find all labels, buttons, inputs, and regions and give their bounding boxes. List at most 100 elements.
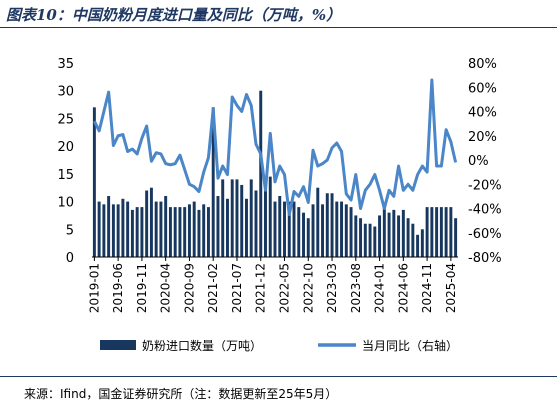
bar [401, 209, 405, 257]
bar [416, 234, 420, 257]
bar [211, 107, 215, 257]
y-tick-label: 15 [57, 168, 74, 183]
x-tick-label: 2020-09 [182, 263, 196, 313]
bar [368, 223, 372, 257]
bar [354, 215, 358, 257]
y-tick-label: 20 [57, 140, 74, 155]
source-note: 来源：Ifind，国金证券研究所（注：数据更新至25年5月） [24, 387, 338, 401]
bar [302, 212, 305, 257]
bar [349, 207, 353, 257]
y2-tick-label: 0% [468, 154, 489, 169]
bar [406, 218, 410, 257]
x-tick-label: 2020-04 [159, 263, 173, 313]
x-tick-label: 2024-06 [396, 263, 410, 313]
bar [187, 204, 191, 257]
bar [245, 198, 248, 257]
bar [387, 212, 391, 257]
x-tick-label: 2019-06 [111, 263, 125, 313]
bar [359, 218, 363, 257]
x-tick-label: 2019-11 [135, 263, 149, 313]
bar [92, 107, 96, 257]
bar [321, 204, 325, 257]
bar [297, 207, 301, 257]
bar [287, 201, 291, 257]
bar [107, 196, 111, 257]
bar [159, 201, 163, 257]
bar [135, 207, 139, 257]
chart: 0 5 10 15 20 25 30 35 -80% -60% -40% -20% 0% 20% 40% 60… [57, 57, 501, 353]
bar [264, 184, 267, 257]
bar [240, 184, 244, 257]
y2-tick-label: -60% [468, 227, 502, 242]
bar [111, 204, 115, 257]
bar [197, 209, 201, 257]
axes: 0 5 10 15 20 25 30 35 -80% -60% -40% -20% 0% 20% 40% 60… [57, 57, 501, 313]
x-tick-label: 2021-02 [206, 263, 220, 313]
legend-bar-label: 奶粉进口数量（万吨） [142, 338, 262, 353]
bar [102, 204, 106, 257]
y2-tick-label: -40% [468, 203, 502, 218]
y-tick-label: 25 [57, 112, 74, 127]
bar [444, 207, 448, 257]
bar [306, 218, 310, 257]
bar [249, 179, 253, 257]
x-tick-label: 2019-01 [87, 263, 101, 313]
bar [278, 196, 282, 257]
bar [202, 204, 206, 257]
x-tick-label: 2024-11 [420, 263, 434, 313]
bar [97, 201, 101, 257]
bar [206, 207, 210, 257]
x-tick-label: 2023-08 [349, 263, 363, 313]
bar [420, 229, 424, 257]
y-tick-label: 0 [66, 251, 74, 266]
title-rule [0, 27, 557, 28]
bar [340, 201, 344, 257]
bar [116, 204, 120, 257]
bar [311, 204, 315, 257]
bar [192, 201, 196, 257]
bar [164, 196, 168, 257]
bar [325, 193, 329, 257]
bar [382, 207, 386, 257]
line-series-path [93, 78, 458, 217]
bar [411, 223, 415, 257]
x-tick-label: 2021-07 [230, 263, 244, 313]
bar [430, 207, 434, 257]
bar [335, 201, 339, 257]
bar [225, 198, 229, 257]
footer-rule [0, 376, 557, 377]
y-tick-label: 35 [57, 57, 74, 72]
y2-tick-label: 80% [468, 57, 497, 72]
chart-title: 图表10：中国奶粉月度进口量及同比（万吨，%） [6, 6, 342, 24]
bar [145, 190, 149, 257]
bar [330, 193, 334, 257]
bar [454, 218, 458, 257]
bar [126, 201, 130, 257]
x-tick-label: 2021-12 [254, 263, 268, 313]
legend: 奶粉进口数量（万吨） 当月同比（右轴） [100, 338, 458, 353]
bar [435, 207, 439, 257]
bar [130, 209, 134, 257]
bar [378, 215, 382, 257]
x-tick-label: 2022-10 [301, 263, 315, 313]
y-tick-label: 5 [66, 223, 74, 238]
bar [273, 201, 277, 257]
bar [254, 190, 258, 257]
bar [178, 207, 182, 257]
bar [216, 196, 220, 257]
bar [173, 207, 177, 257]
bar [439, 207, 443, 257]
bar [363, 223, 367, 257]
bar [344, 204, 348, 257]
line-series [93, 78, 458, 217]
bar [292, 201, 296, 257]
bar [235, 179, 239, 257]
bar [259, 90, 263, 257]
bar [316, 187, 320, 257]
bar [268, 176, 272, 257]
bar [154, 201, 158, 257]
bar [449, 207, 453, 257]
x-tick-label: 2025-04 [444, 263, 458, 313]
bar [392, 209, 396, 257]
y2-tick-label: -80% [468, 251, 502, 266]
